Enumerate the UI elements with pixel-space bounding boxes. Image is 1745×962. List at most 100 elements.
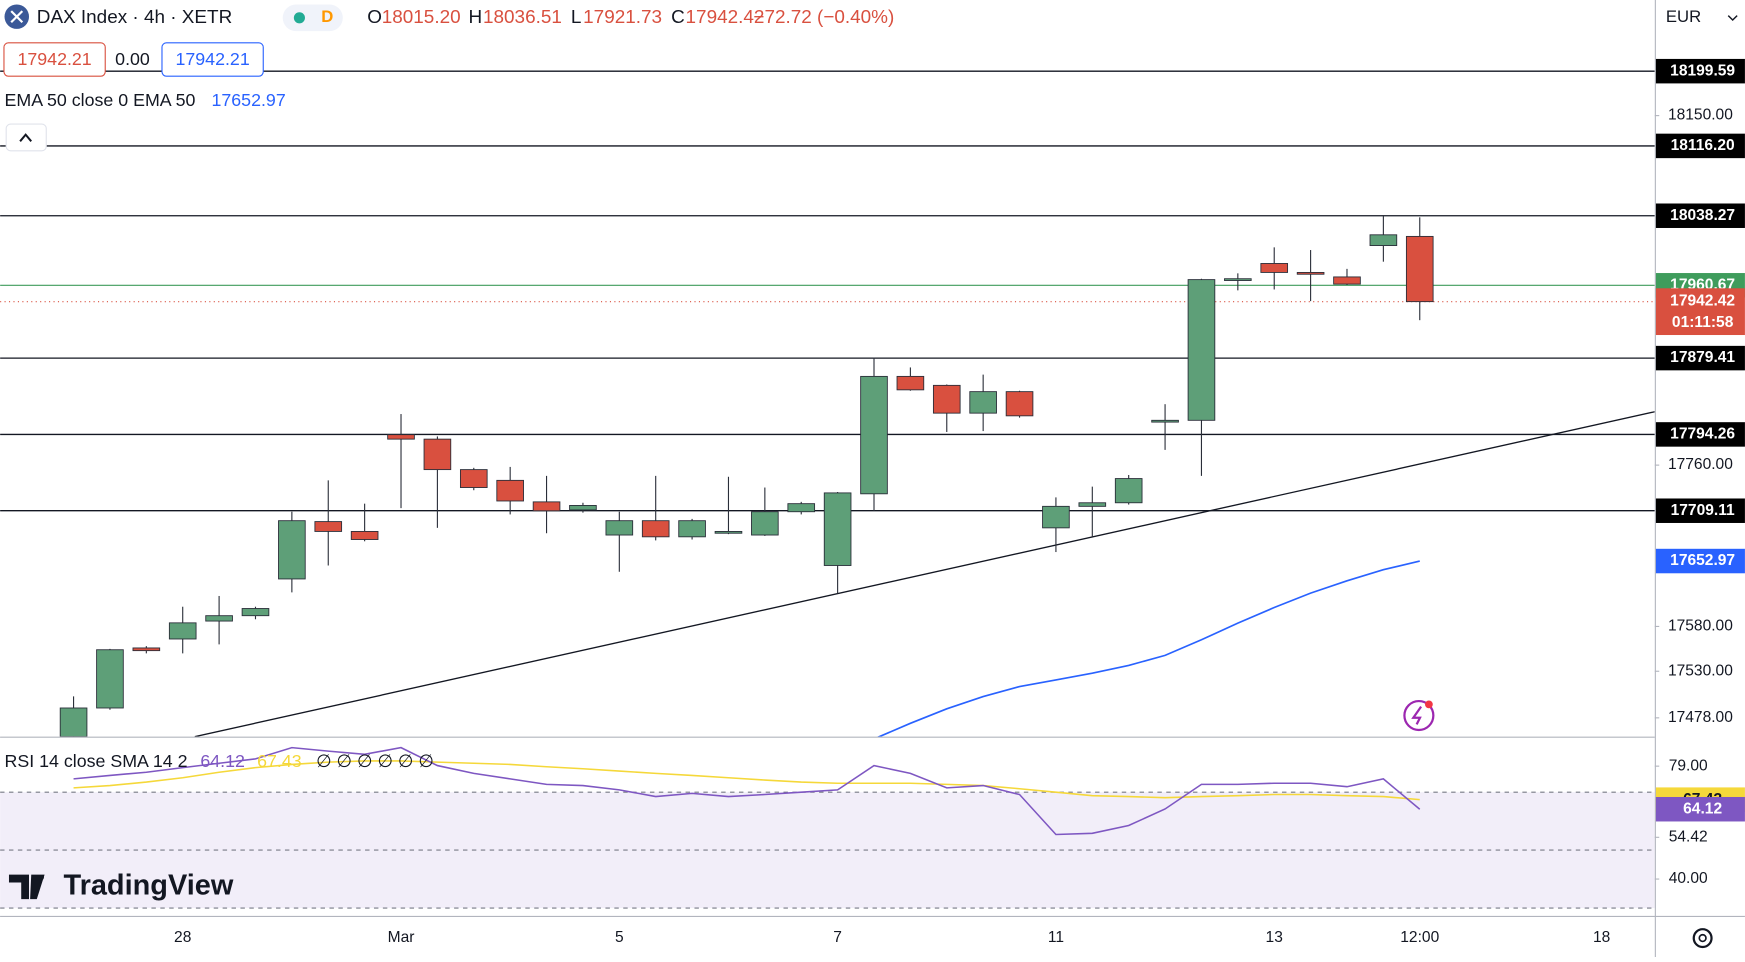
rsi-y-tick-label: 40.00 — [1669, 870, 1708, 887]
candle-body — [1333, 276, 1361, 285]
x-tick-label: 28 — [174, 929, 191, 946]
candle-body — [860, 375, 888, 495]
candle-body — [678, 520, 706, 538]
candle-body — [714, 530, 743, 534]
level-label: 18116.20 — [1671, 137, 1735, 154]
candle-body — [1260, 263, 1289, 273]
candle-body — [314, 521, 343, 532]
sell-button[interactable] — [3, 42, 106, 77]
level-label-box — [1655, 58, 1745, 84]
spread: 0.00 — [115, 49, 150, 69]
ohlc-value: 17921.73 — [583, 7, 662, 28]
candle-body — [569, 505, 597, 511]
rsi-band — [0, 792, 1655, 909]
x-tick-label: 5 — [615, 929, 624, 946]
candle-body — [350, 530, 379, 540]
alert-dot — [1425, 700, 1433, 709]
x-tick-label: 18 — [1593, 929, 1610, 946]
candle-body — [1078, 502, 1107, 507]
buy-button[interactable] — [161, 42, 264, 77]
sma-legend-value: 67.43 — [257, 751, 302, 771]
level-label: 17794.26 — [1670, 426, 1735, 443]
tv-logo: TradingView — [8, 870, 234, 902]
change: −72.72 (−0.40%) — [753, 7, 894, 28]
collapse-button[interactable] — [5, 123, 47, 152]
level-label-box — [1655, 345, 1745, 371]
buy-price: 17942.21 — [175, 49, 249, 69]
level-label: 17879.41 — [1670, 349, 1735, 366]
level-label: 18199.59 — [1670, 62, 1735, 79]
status-badge — [282, 4, 343, 32]
candle-body — [1005, 391, 1034, 417]
y-tick-label: 17478.00 — [1668, 709, 1733, 726]
alert-icon[interactable] — [1403, 699, 1435, 732]
ohlc-label: H — [469, 7, 483, 28]
last-price-label: 17942.42 — [1670, 293, 1735, 310]
level-label-box — [1655, 203, 1745, 228]
candle-body — [1224, 278, 1252, 281]
candle-body — [387, 434, 415, 440]
rsi-y-tick-label: 79.00 — [1669, 757, 1708, 774]
y-tick-label: 18150.00 — [1668, 107, 1733, 124]
rsi-legend[interactable]: RSI 14 close SMA 14 2 — [5, 751, 188, 771]
rsi-legend-value: 64.12 — [200, 751, 245, 771]
countdown: 01:11:58 — [1672, 314, 1734, 331]
price-axis: 18150.00 17760.00 17580.00 17530.00 17478.00… — [1654, 58, 1745, 887]
x-tick-label: 13 — [1266, 929, 1283, 946]
candle-body — [641, 520, 670, 538]
market-status — [293, 12, 305, 24]
ema-label-box — [1655, 548, 1745, 574]
candle-body — [1114, 478, 1143, 504]
candle-body — [59, 707, 88, 737]
candle-body — [496, 479, 524, 502]
last-price-box — [1655, 288, 1745, 336]
candle-body — [423, 438, 452, 471]
level-label: 17709.11 — [1671, 502, 1735, 519]
tv-logo-text: TradingView — [64, 870, 234, 902]
rsi-pane — [0, 746, 1655, 909]
ema-label: 17652.97 — [1670, 552, 1735, 569]
candle-body — [205, 615, 233, 622]
ohlc-label: O — [367, 7, 382, 28]
sma-line — [73, 760, 1420, 801]
settings-button[interactable] — [1692, 928, 1713, 949]
y-tick-label: 17580.00 — [1668, 618, 1733, 635]
candle-body — [532, 501, 561, 512]
ohlc-label: L — [571, 7, 582, 28]
candle-body — [1151, 419, 1179, 423]
currency[interactable]: EUR — [1666, 7, 1701, 26]
symbol[interactable]: DAX Index · 4h · XETR — [37, 7, 232, 28]
x-tick-label: Mar — [388, 929, 415, 946]
rsi-y-tick-label: 54.42 — [1669, 828, 1708, 845]
y-tick-label: 17530.00 — [1668, 662, 1733, 679]
candle-body — [132, 647, 161, 652]
ohlc-value: 18015.20 — [382, 7, 461, 28]
candle-body — [932, 384, 961, 414]
alert-icon-bolt — [1411, 705, 1423, 725]
ema-legend-value: 17652.97 — [212, 90, 286, 110]
level-label-box — [1655, 133, 1745, 159]
candle-body — [605, 520, 634, 536]
rsi-label: 64.12 — [1683, 800, 1722, 817]
candle-body — [787, 503, 816, 513]
tv-logo-mark — [8, 874, 45, 900]
candle-body — [1187, 279, 1216, 421]
sell-price: 17942.21 — [17, 49, 91, 69]
candle-body — [1296, 271, 1325, 275]
ohlc-label: C — [671, 7, 685, 28]
candle-body — [896, 375, 925, 391]
rsi-label-box — [1655, 796, 1745, 822]
ohlc-value: 18036.51 — [483, 7, 562, 28]
x-tick-label: 7 — [833, 929, 842, 946]
candle-body — [241, 608, 270, 617]
candle-body — [459, 469, 488, 488]
candle-body — [751, 511, 779, 536]
collapse-icon — [19, 133, 32, 142]
level-label-box — [1655, 422, 1745, 447]
candle-body — [1405, 235, 1434, 303]
level-label: 18038.27 — [1670, 207, 1735, 224]
price-pane — [0, 70, 1655, 737]
candle-body — [168, 622, 197, 640]
delay-badge: D — [321, 7, 333, 26]
ema-legend[interactable]: EMA 50 close 0 EMA 50 — [5, 90, 196, 110]
